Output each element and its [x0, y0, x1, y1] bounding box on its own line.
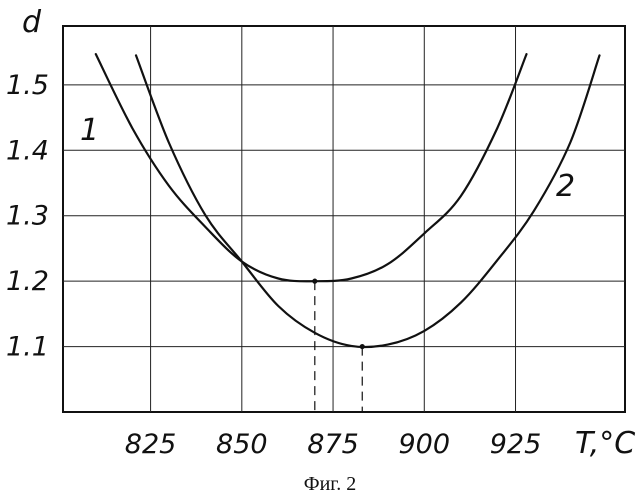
series-2-label: 2	[556, 169, 575, 204]
figure-caption: Фиг. 2	[304, 473, 356, 495]
y-tick-labels: 1.5 1.4 1.3 1.2 1.1	[6, 70, 49, 363]
y-tick-label-0: 1.5	[6, 70, 49, 101]
x-tick-label-4: 925	[490, 429, 542, 460]
x-tick-labels: 825 850 875 900 925	[125, 429, 541, 460]
series-1-label: 1	[80, 113, 99, 148]
y-axis-label: d	[22, 5, 42, 40]
x-tick-label-3: 900	[399, 429, 451, 460]
series-2-min-point	[360, 344, 365, 349]
series-1-curve	[96, 54, 527, 281]
series-1-min-point	[312, 279, 317, 284]
x-tick-label-1: 850	[216, 429, 268, 460]
curves	[96, 54, 600, 349]
x-tick-label-2: 875	[307, 429, 359, 460]
x-axis-label: T,°C	[575, 426, 635, 461]
y-tick-label-3: 1.2	[6, 266, 49, 297]
y-tick-label-4: 1.1	[6, 332, 49, 363]
series-2-curve	[136, 55, 600, 347]
y-tick-label-1: 1.4	[6, 135, 49, 166]
x-tick-label-0: 825	[125, 429, 177, 460]
y-tick-label-2: 1.3	[6, 201, 49, 232]
